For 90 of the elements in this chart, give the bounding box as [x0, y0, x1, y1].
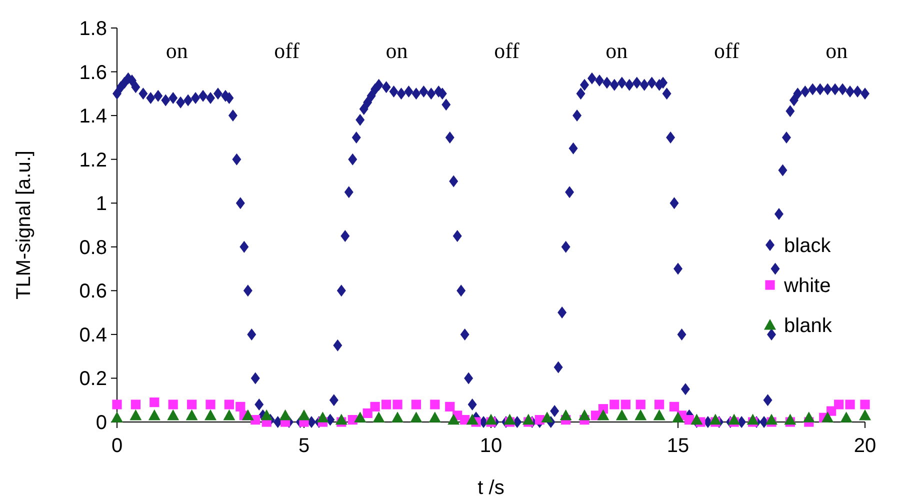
point — [504, 414, 516, 425]
y-tick-label: 0.4 — [79, 324, 107, 346]
y-tick-label: 1.2 — [79, 149, 107, 172]
point — [522, 414, 534, 425]
y-tick-label: 0 — [96, 412, 107, 434]
point — [610, 400, 620, 410]
y-tick-label: 0.2 — [79, 368, 107, 390]
point — [802, 412, 815, 422]
y-axis-title: TLM-signal [a.u.] — [13, 150, 35, 300]
y-tick-label: 1.8 — [79, 18, 107, 40]
annotation: off — [714, 38, 740, 63]
point — [672, 412, 684, 422]
point — [298, 409, 310, 420]
annotation: off — [494, 38, 520, 63]
x-tick-label: 5 — [298, 435, 310, 457]
point — [860, 400, 870, 410]
point — [187, 400, 197, 410]
point — [130, 409, 142, 420]
point — [411, 400, 421, 410]
y-tick-label: 1.4 — [79, 106, 107, 128]
point — [636, 400, 646, 410]
point — [834, 400, 844, 410]
legend-label: black — [784, 235, 832, 257]
point — [541, 412, 554, 422]
point — [784, 414, 796, 425]
point — [148, 409, 160, 420]
point — [859, 409, 871, 420]
point — [242, 409, 254, 420]
point — [362, 408, 372, 418]
point — [354, 412, 366, 422]
point — [186, 409, 198, 420]
point — [112, 400, 122, 410]
point — [260, 409, 273, 420]
point — [206, 400, 216, 410]
x-tick-label: 20 — [854, 435, 876, 457]
y-tick-label: 0.6 — [79, 280, 107, 303]
x-axis-title: t /s — [478, 477, 504, 499]
point — [236, 402, 246, 412]
point — [466, 414, 478, 425]
x-tick-label: 0 — [111, 435, 123, 457]
annotation: on — [166, 38, 188, 63]
point — [690, 414, 703, 425]
y-tick-label: 0.8 — [79, 236, 107, 259]
annotation: on — [606, 38, 628, 63]
point — [654, 400, 664, 410]
point — [372, 412, 385, 422]
point — [597, 409, 610, 420]
point — [224, 400, 234, 410]
point — [634, 409, 647, 420]
point — [485, 414, 497, 425]
point — [445, 402, 455, 412]
point — [223, 409, 236, 420]
point — [167, 409, 180, 420]
point — [766, 414, 778, 425]
point — [560, 409, 572, 420]
point — [130, 400, 140, 410]
point — [746, 414, 759, 425]
point — [392, 412, 404, 422]
point — [392, 400, 402, 410]
point — [709, 414, 722, 425]
annotation: off — [274, 38, 300, 63]
annotation: on — [386, 38, 408, 63]
point — [669, 402, 680, 412]
point — [448, 414, 460, 425]
x-tick-label: 10 — [480, 435, 502, 457]
x-tick-label: 15 — [666, 435, 690, 457]
y-tick-label: 1 — [96, 193, 107, 216]
point — [578, 409, 590, 420]
point — [616, 409, 628, 420]
point — [653, 409, 666, 420]
point — [279, 409, 292, 420]
point — [381, 400, 392, 410]
point — [204, 409, 216, 420]
point — [845, 400, 855, 410]
point — [316, 412, 329, 422]
point — [168, 400, 178, 410]
point — [620, 400, 630, 410]
point — [410, 412, 422, 422]
point — [822, 412, 834, 422]
y-tick-label: 1.6 — [79, 62, 107, 84]
annotation: on — [826, 38, 848, 63]
point — [428, 412, 441, 422]
point — [728, 414, 740, 425]
legend-label: white — [783, 275, 831, 297]
point — [430, 400, 440, 410]
point — [840, 412, 852, 422]
point — [335, 414, 348, 425]
point — [150, 398, 160, 408]
legend-label: blank — [784, 315, 833, 337]
point — [370, 402, 380, 412]
